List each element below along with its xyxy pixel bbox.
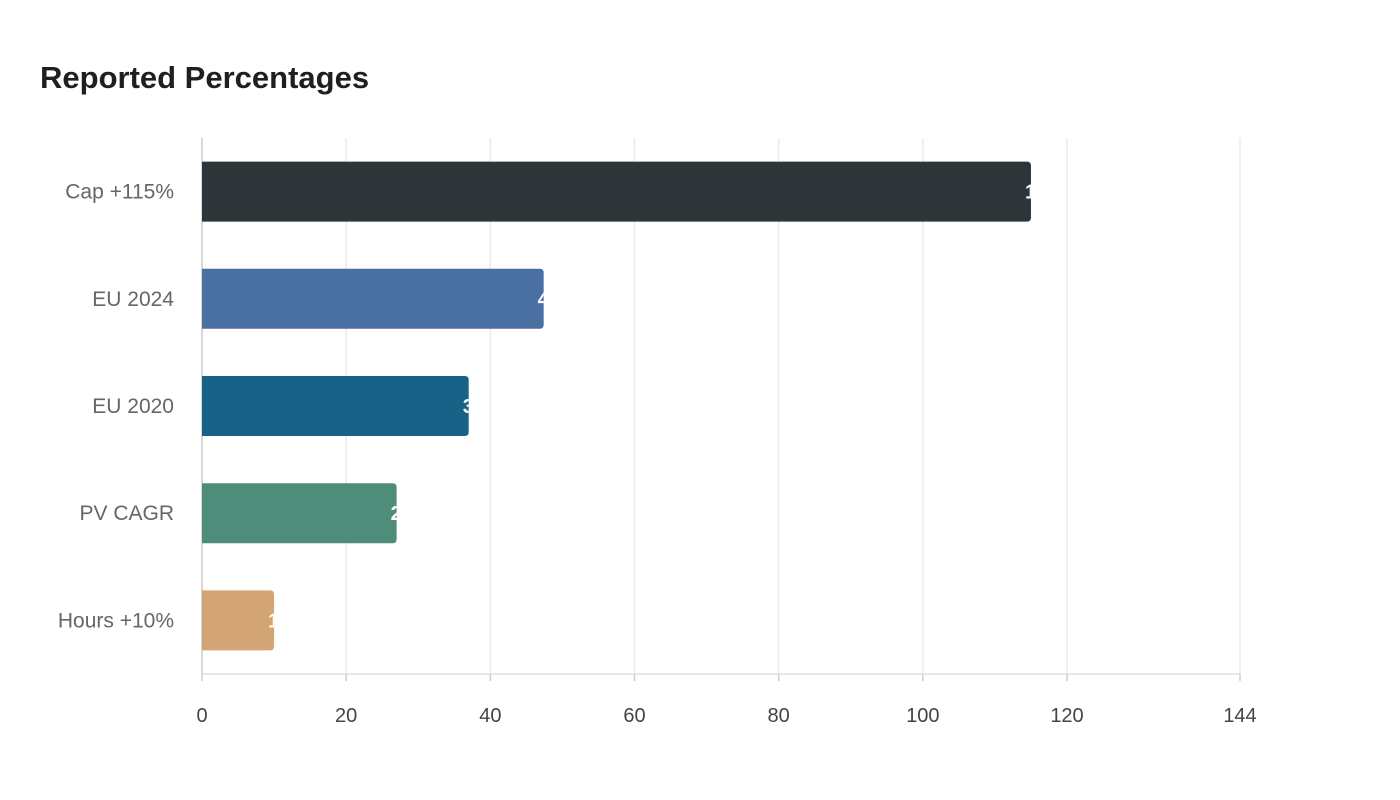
data-label: 47.4 [538, 289, 578, 311]
data-label: 10 [268, 610, 290, 632]
category-label: Hours +10% [58, 609, 174, 632]
labels: Cap +115% 115 EU 2024 47.4 EU 2020 37 PV CAGR 2… [58, 181, 1057, 633]
category-label: EU 2020 [92, 395, 174, 418]
bar [202, 268, 544, 329]
data-label: 27 [391, 503, 413, 525]
data-label: 115 [1025, 182, 1057, 204]
bar [202, 483, 397, 544]
category-label: PV CAGR [79, 502, 174, 525]
chart-title: Reported Percentages [40, 60, 370, 95]
data-label: 37 [463, 396, 485, 418]
x-tick-label: 60 [623, 705, 645, 727]
x-tick-label: 100 [906, 705, 939, 727]
x-tick-label: 80 [768, 705, 790, 727]
x-tick-label: 144 [1223, 705, 1256, 727]
bar [202, 590, 275, 651]
bars [202, 161, 1031, 651]
x-tick-label: 0 [196, 705, 207, 727]
bar [202, 376, 469, 436]
category-label: EU 2024 [92, 288, 174, 311]
grid-lines [345, 138, 1241, 674]
x-tick-label: 20 [335, 705, 357, 727]
x-tick-label: 40 [479, 705, 501, 727]
x-tick-label: 120 [1050, 705, 1083, 727]
category-label: Cap +115% [65, 181, 174, 204]
bar [202, 161, 1031, 222]
